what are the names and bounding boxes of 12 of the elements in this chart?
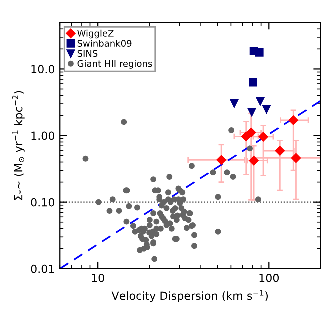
y-tick-label: 0.10	[31, 198, 55, 207]
x-tick-label: 10	[92, 274, 104, 282]
x-axis-title: Velocity Dispersion (km s$^{−1}$)	[112, 290, 268, 302]
y-tick-label: 1.00	[32, 132, 55, 140]
text: Σ$_{*}$∼ (M$_{⊙}$ yr$^{−1}$ kpc$^{−2}$)	[12, 91, 25, 200]
y-tick-label: 10.0	[32, 65, 55, 74]
y-tick-label: 0.01	[31, 264, 54, 274]
legend-label: Giant HII regions	[78, 60, 152, 69]
x-tick-label: 100	[260, 274, 280, 282]
legend-label: Swinbank09	[78, 40, 132, 47]
legend-label: WiggleZ	[78, 30, 114, 39]
legend-label: SINS	[78, 50, 98, 58]
